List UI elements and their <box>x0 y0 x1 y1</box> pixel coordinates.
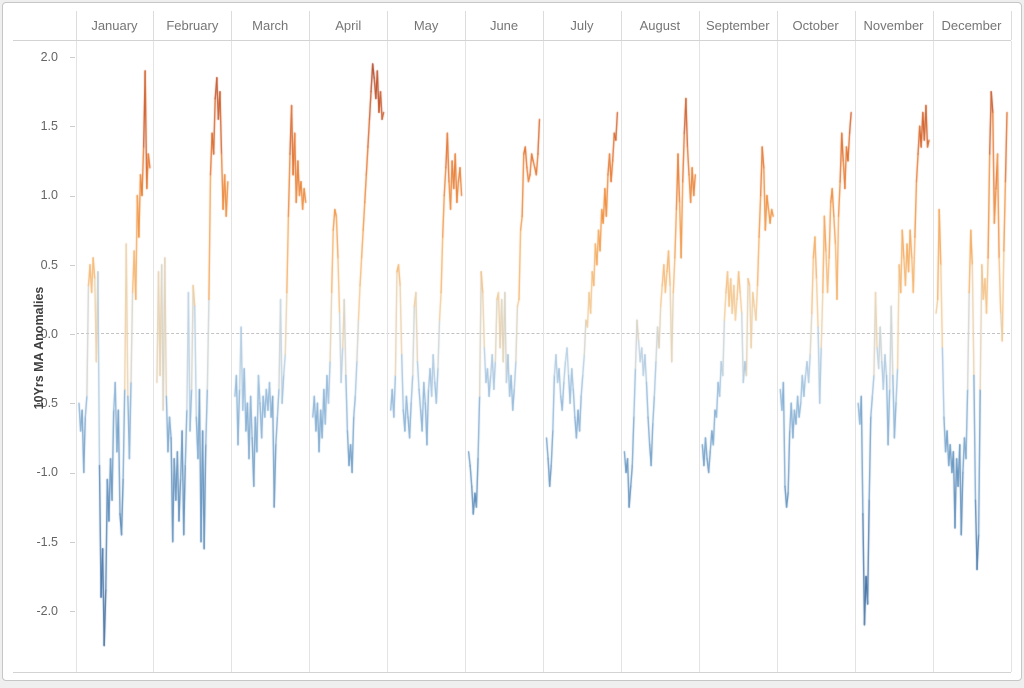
y-tick-mark <box>70 541 75 543</box>
header-divider <box>776 11 778 40</box>
column-divider <box>309 41 311 672</box>
y-tick-mark <box>70 126 75 128</box>
y-tick-mark <box>70 403 75 405</box>
y-tick-mark <box>70 611 75 612</box>
column-divider <box>75 41 77 672</box>
header-divider <box>231 11 233 40</box>
y-tick-mark <box>70 264 75 266</box>
header-divider <box>620 11 622 40</box>
header-divider <box>932 11 934 40</box>
column-divider <box>231 41 233 672</box>
column-divider <box>776 41 778 672</box>
header-divider <box>153 11 155 40</box>
column-divider <box>932 41 934 672</box>
column-divider <box>465 41 467 672</box>
header-divider <box>854 11 856 40</box>
column-divider <box>153 41 155 672</box>
y-tick-mark <box>70 57 75 58</box>
column-divider <box>698 41 700 672</box>
header-divider <box>387 11 389 40</box>
header-divider <box>698 11 700 40</box>
header-divider <box>543 11 544 40</box>
header-divider <box>465 11 467 40</box>
column-divider <box>1010 41 1012 672</box>
column-divider <box>387 41 389 672</box>
column-divider <box>620 41 622 672</box>
y-tick-mark <box>70 472 75 474</box>
y-tick-mark <box>70 334 75 335</box>
y-tick-mark <box>70 195 75 197</box>
header-divider <box>309 11 311 40</box>
column-divider <box>543 41 544 672</box>
header-divider <box>1010 11 1012 40</box>
column-divider <box>854 41 856 672</box>
header-divider <box>75 11 77 40</box>
